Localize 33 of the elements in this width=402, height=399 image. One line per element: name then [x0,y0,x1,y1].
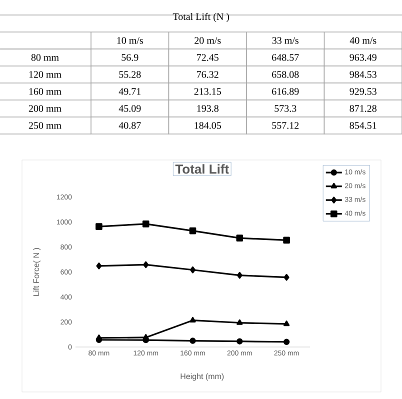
data-label: 45.09 [118,105,141,112]
data-label: 557.12 [272,122,299,129]
data-label: 49.71 [118,88,141,95]
data-label: 658.08 [272,71,299,78]
data-label: 929.53 [350,88,376,95]
data-label: 984.53 [350,71,376,78]
y-axis-title: Lift Force( N ) [33,248,41,296]
x-tick-label: 33 m/s [272,37,298,44]
data-label: 76.32 [197,71,218,78]
x-tick-label: 20 m/s [194,37,221,44]
y-tick-label: 120 mm [29,71,62,78]
data-label: 871.28 [350,105,376,112]
chart-title: Total Lift (N ) [172,12,230,22]
y-tick-label: 160 mm [29,88,62,95]
data-label: 72.45 [197,54,218,61]
chart-title: Total Lift [175,164,229,174]
y-tick-label: 200 mm [28,105,62,112]
y-tick-label: 250 mm [28,122,62,129]
data-label: 55.28 [119,71,141,78]
data-label: 573.3 [274,105,296,112]
x-axis-title: Height (mm) [180,373,224,381]
data-label: 854.51 [350,122,376,129]
data-label: 616.89 [272,88,299,95]
data-label: 213.15 [194,88,221,95]
x-tick-label: 10 m/s [117,37,143,44]
data-label: 963.49 [350,54,376,61]
data-label: 648.57 [272,54,299,61]
data-label: 184.05 [194,122,221,129]
data-label: 40.87 [118,122,141,129]
data-label: 56.9 [122,54,138,61]
x-tick-label: 40 m/s [350,37,376,44]
y-tick-label: 80 mm [31,54,59,61]
data-label: 193.8 [197,105,218,112]
